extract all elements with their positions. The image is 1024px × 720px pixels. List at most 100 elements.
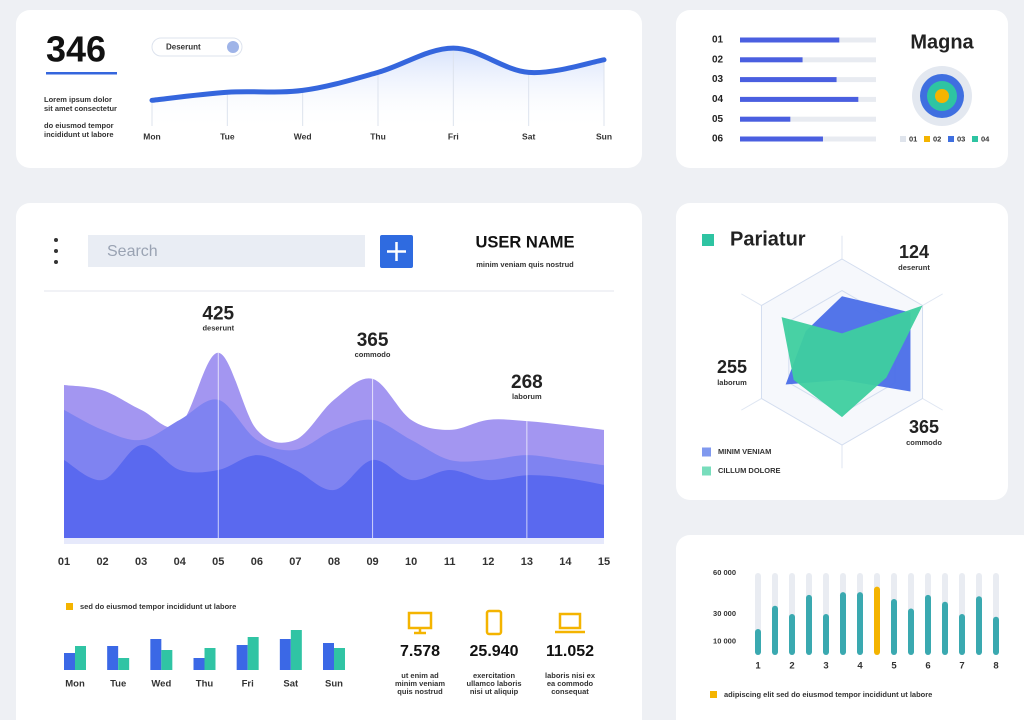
summary-text: sit amet consectetur	[44, 104, 117, 113]
bar	[740, 136, 823, 142]
menu-dot[interactable]	[54, 260, 58, 264]
x-tick-label: 8	[993, 661, 998, 672]
menu-dot[interactable]	[54, 249, 58, 253]
x-tick-label: Sun	[596, 131, 612, 141]
x-tick-label: 11	[444, 556, 456, 568]
caption: sed do eiusmod tempor incididunt ut labo…	[80, 602, 236, 611]
x-tick-label: Sun	[325, 679, 343, 690]
stat-value: 25.940	[470, 643, 519, 660]
bar	[755, 629, 761, 655]
stat-text: nisi ut aliquip	[470, 687, 519, 696]
x-tick-label: Wed	[294, 131, 312, 141]
row-label: 04	[712, 94, 724, 105]
x-tick-label: Tue	[110, 679, 126, 690]
chart-title: Magna	[910, 31, 974, 53]
legend-swatch	[924, 136, 930, 142]
x-tick-label: 3	[823, 661, 828, 672]
x-tick-label: 15	[598, 556, 610, 568]
user-name: USER NAME	[475, 233, 574, 251]
x-tick-label: 06	[251, 556, 263, 568]
bar	[976, 596, 982, 655]
target-center	[935, 89, 949, 103]
pill[interactable]	[151, 37, 243, 57]
bar	[740, 57, 803, 63]
user-subtitle: minim veniam quis nostrud	[476, 260, 574, 269]
annotation-value: 255	[717, 357, 747, 377]
annotation-value: 268	[511, 372, 543, 393]
legend-swatch	[702, 466, 711, 476]
x-tick-label: 10	[405, 556, 417, 568]
bar	[959, 614, 965, 655]
x-tick-label: 01	[58, 556, 70, 568]
x-tick-label: 4	[857, 661, 863, 672]
bar	[942, 601, 948, 655]
x-tick-label: 12	[482, 556, 494, 568]
x-tick-label: 02	[96, 556, 108, 568]
summary-text: do eiusmod tempor	[44, 121, 114, 130]
x-tick-label: Thu	[196, 679, 214, 690]
stat-text: ullamco laboris	[466, 679, 521, 688]
underline	[46, 72, 117, 75]
x-tick-label: 2	[789, 661, 794, 672]
stat-icons	[407, 609, 585, 636]
legend-label: CILLUM DOLORE	[718, 466, 781, 475]
search-box[interactable]	[88, 235, 365, 267]
bar	[908, 608, 914, 655]
legend-label: 02	[933, 134, 941, 143]
pill-icon	[227, 41, 239, 53]
x-tick-label: 08	[328, 556, 340, 568]
bar	[740, 116, 791, 122]
bar	[118, 658, 130, 670]
x-tick-label: Thu	[370, 131, 386, 141]
summary-text: incididunt ut labore	[44, 130, 114, 139]
x-tick-label: 04	[174, 556, 187, 568]
annotation-text: commodo	[355, 350, 391, 359]
bar	[874, 586, 880, 655]
stat-text: ea commodo	[547, 679, 594, 688]
annotation-value: 365	[909, 417, 939, 437]
x-tick-label: Mon	[65, 679, 85, 690]
bar	[925, 594, 931, 655]
x-tick-label: Sat	[522, 131, 535, 141]
bar	[740, 96, 859, 102]
legend-swatch	[972, 136, 978, 142]
area	[64, 445, 604, 538]
bar	[161, 650, 173, 670]
x-tick-label: Tue	[220, 131, 235, 141]
plus-icon	[387, 242, 406, 261]
x-tick-label: 7	[959, 661, 964, 672]
big-number: 346	[46, 29, 106, 70]
menu-dot[interactable]	[54, 238, 58, 242]
bar	[823, 614, 829, 655]
row-label: 06	[712, 134, 724, 145]
annotation-value: 425	[202, 304, 234, 325]
x-tick-label: 1	[755, 661, 761, 672]
stat-text: consequat	[551, 687, 589, 696]
legend-label: MINIM VENIAM	[718, 447, 771, 456]
stat-value: 7.578	[400, 643, 440, 660]
title-square	[702, 234, 714, 246]
annotation-text: deserunt	[898, 263, 930, 272]
x-tick-label: 5	[891, 661, 897, 672]
x-tick-label: 13	[521, 556, 533, 568]
bar	[740, 77, 837, 83]
chart-title: Pariatur	[730, 228, 806, 250]
x-tick-label: 14	[559, 556, 572, 568]
y-tick-label: 10 000	[713, 636, 736, 645]
caption-square	[66, 603, 73, 610]
stat-text: minim veniam	[395, 679, 445, 688]
row-label: 05	[712, 114, 724, 125]
x-tick-label: 09	[366, 556, 378, 568]
bar	[290, 630, 302, 670]
legend-label: 04	[981, 134, 990, 143]
bar	[75, 646, 86, 670]
stat-text: laboris nisi ex	[545, 671, 596, 680]
x-tick-label: Sat	[283, 679, 299, 690]
bar-track	[740, 57, 876, 63]
y-tick-label: 60 000	[713, 568, 736, 577]
bar	[772, 605, 778, 655]
x-tick-label: Wed	[151, 679, 171, 690]
row-label: 03	[712, 74, 724, 85]
